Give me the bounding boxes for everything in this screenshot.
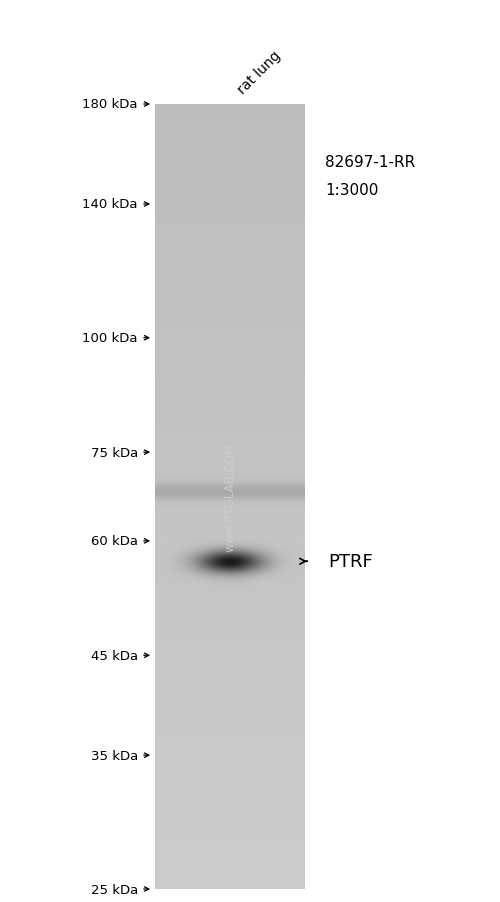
Text: 82697-1-RR: 82697-1-RR: [325, 155, 415, 170]
Text: 75 kDa: 75 kDa: [91, 446, 138, 459]
Text: rat lung: rat lung: [235, 49, 284, 97]
Text: 35 kDa: 35 kDa: [91, 749, 138, 762]
Text: 25 kDa: 25 kDa: [91, 882, 138, 896]
Text: 140 kDa: 140 kDa: [82, 198, 138, 211]
Text: 100 kDa: 100 kDa: [82, 332, 138, 345]
Text: 45 kDa: 45 kDa: [91, 649, 138, 662]
Text: 180 kDa: 180 kDa: [82, 98, 138, 111]
Text: PTRF: PTRF: [328, 553, 373, 571]
Text: 1:3000: 1:3000: [325, 183, 378, 198]
Text: www.PTGLAB.COM: www.PTGLAB.COM: [224, 443, 236, 551]
Text: 60 kDa: 60 kDa: [91, 535, 138, 548]
